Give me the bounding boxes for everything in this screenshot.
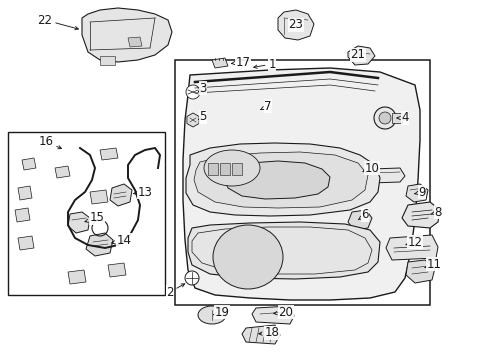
Polygon shape (86, 233, 113, 256)
Text: 5: 5 (198, 111, 206, 123)
Polygon shape (186, 113, 199, 127)
Bar (8, 132, 164, 295)
Polygon shape (68, 212, 90, 233)
Text: 22: 22 (38, 13, 78, 30)
Polygon shape (337, 168, 404, 184)
Ellipse shape (203, 150, 260, 186)
Text: 14: 14 (111, 234, 131, 247)
Ellipse shape (213, 225, 283, 289)
Polygon shape (347, 46, 374, 65)
Polygon shape (183, 68, 419, 300)
Polygon shape (242, 325, 280, 344)
Polygon shape (347, 210, 371, 230)
Text: 2: 2 (166, 284, 184, 298)
Text: 23: 23 (288, 18, 303, 31)
Text: 11: 11 (424, 257, 441, 270)
Text: 3: 3 (198, 81, 206, 94)
Polygon shape (15, 208, 30, 222)
Polygon shape (405, 260, 434, 283)
Polygon shape (128, 37, 142, 47)
Polygon shape (224, 161, 329, 199)
Polygon shape (194, 152, 367, 208)
Polygon shape (110, 184, 132, 206)
Polygon shape (185, 143, 379, 216)
Polygon shape (100, 148, 118, 160)
Polygon shape (251, 306, 293, 324)
Polygon shape (18, 186, 32, 200)
Polygon shape (68, 270, 86, 284)
Ellipse shape (378, 112, 390, 124)
Text: 7: 7 (260, 99, 271, 112)
Ellipse shape (373, 107, 395, 129)
Text: 17: 17 (231, 55, 250, 68)
Text: 9: 9 (414, 185, 425, 198)
Polygon shape (100, 56, 115, 65)
Text: 1: 1 (253, 58, 275, 71)
Polygon shape (90, 190, 108, 204)
Text: 6: 6 (358, 208, 368, 221)
Text: 18: 18 (258, 327, 279, 339)
Polygon shape (55, 166, 70, 178)
Polygon shape (18, 236, 34, 250)
Text: 19: 19 (213, 306, 229, 319)
Text: 4: 4 (396, 112, 408, 125)
Polygon shape (385, 235, 437, 260)
Polygon shape (187, 222, 379, 279)
Ellipse shape (184, 271, 199, 285)
Text: 13: 13 (133, 185, 152, 198)
Text: 21: 21 (350, 49, 365, 62)
Text: 20: 20 (273, 306, 293, 319)
Bar (231, 163, 242, 175)
Bar (220, 163, 229, 175)
Polygon shape (278, 10, 313, 40)
Text: 15: 15 (85, 211, 104, 225)
Bar (175, 60, 429, 305)
Polygon shape (405, 184, 427, 202)
Text: 12: 12 (405, 235, 422, 248)
Bar (207, 163, 218, 175)
Text: 16: 16 (39, 135, 61, 149)
Polygon shape (22, 158, 36, 170)
Ellipse shape (185, 85, 200, 99)
Text: 10: 10 (362, 162, 379, 175)
Polygon shape (82, 8, 172, 62)
Polygon shape (212, 58, 227, 68)
Ellipse shape (198, 306, 225, 324)
Polygon shape (108, 263, 126, 277)
Polygon shape (401, 202, 439, 228)
Text: 8: 8 (430, 206, 441, 219)
Polygon shape (391, 113, 401, 123)
